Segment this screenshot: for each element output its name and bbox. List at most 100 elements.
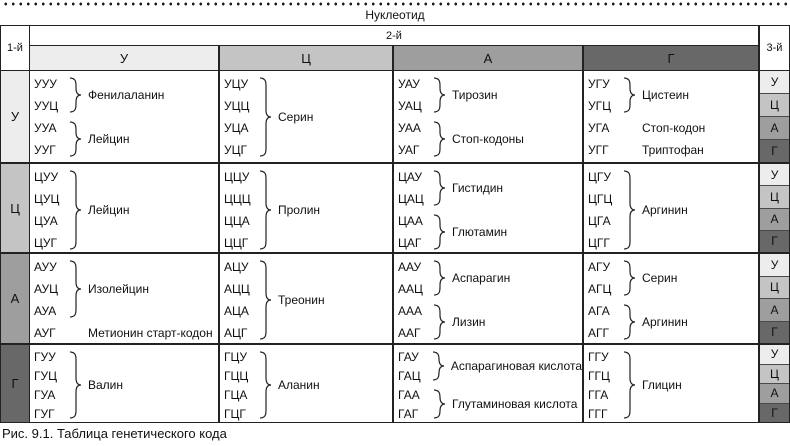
- brace-icon: [68, 256, 83, 322]
- codon-list: УГУ УГЦ: [588, 73, 622, 117]
- brace-icon: [622, 256, 637, 300]
- brace-icon: [432, 300, 447, 344]
- codon: АУЦ: [34, 282, 58, 296]
- codon-group: УГА Стоп-кодон: [588, 117, 758, 139]
- codon-cell-u-a: УАУ УАЦ Тирозин УАА УАГ Стоп-кодоны: [392, 71, 582, 162]
- codon: АГЦ: [588, 282, 612, 296]
- codon-cell-g-u: ГУУ ГУЦ ГУА ГУГ Валин: [30, 345, 218, 422]
- codon-list: ЦАУ ЦАЦ: [398, 166, 432, 210]
- header-col-g: Г: [582, 46, 758, 70]
- amino-acid-name: Цистеин: [642, 88, 689, 102]
- brace-icon: [432, 210, 447, 254]
- row-label-u: У: [1, 71, 30, 162]
- codon-group: АЦУ АЦЦ АЦА АЦГ Треонин: [224, 256, 392, 344]
- codon-cell-c-g: ЦГУ ЦГЦ ЦГА ЦГГ Аргинин: [582, 164, 758, 252]
- brace-icon: [68, 166, 83, 254]
- codon-group: АГУ АГЦ Серин: [588, 256, 758, 300]
- brace-icon: [622, 347, 637, 423]
- third-cell-u: У: [760, 164, 789, 186]
- codon-row-a: А АУУ АУЦ АУА Изолейцин АУГ Метионин старт-код…: [1, 252, 789, 343]
- amino-acid-name: Лейцин: [88, 132, 130, 146]
- codon: УГА: [588, 121, 610, 135]
- codon-list: ААА ААГ: [398, 300, 432, 344]
- third-cell-g: Г: [760, 320, 789, 343]
- codon: ААА: [398, 304, 423, 318]
- brace-icon: [68, 73, 83, 117]
- amino-acid-name: Серин: [278, 110, 314, 124]
- amino-acid-name: Лизин: [452, 315, 486, 329]
- codon: АЦУ: [224, 260, 249, 274]
- codon: ГУА: [34, 387, 56, 402]
- codon: УУГ: [34, 143, 56, 157]
- third-cell-c: Ц: [760, 363, 789, 383]
- amino-acid-name: Пролин: [278, 203, 321, 217]
- brace-icon: [622, 139, 637, 161]
- amino-acid-name: Глицин: [642, 378, 682, 392]
- codon: АЦА: [224, 304, 249, 318]
- header-col-c: Ц: [218, 46, 392, 70]
- codon-group: АУГ Метионин старт-кодон: [34, 322, 218, 344]
- amino-acid-name: Метионин старт-кодон: [88, 326, 213, 340]
- codon-group: ГАА ГАГ Глутаминовая кислота: [398, 385, 582, 423]
- third-cell-a: А: [760, 116, 789, 139]
- codon: ЦАУ: [398, 170, 422, 184]
- codon: ЦЦЦ: [224, 192, 251, 206]
- codon-list: УАА УАГ: [398, 117, 432, 161]
- brace-icon: [258, 347, 273, 423]
- amino-acid-name: Стоп-кодоны: [452, 132, 524, 146]
- codon-list: АЦУ АЦЦ АЦА АЦГ: [224, 256, 258, 344]
- brace-icon: [432, 385, 447, 423]
- codon: ААЦ: [398, 282, 423, 296]
- third-cell-c: Ц: [760, 275, 789, 298]
- amino-acid-name: Лейцин: [88, 203, 130, 217]
- codon: АЦЦ: [224, 282, 250, 296]
- third-cell-c: Ц: [760, 185, 789, 208]
- third-cell-u: У: [760, 71, 789, 93]
- codon-group: УГГ Триптофан: [588, 139, 758, 161]
- codon: ААГ: [398, 326, 421, 340]
- amino-acid-name: Валин: [88, 378, 124, 392]
- codon: УАЦ: [398, 99, 422, 113]
- codon: ЦГЦ: [588, 192, 613, 206]
- header-col-u: У: [30, 46, 218, 70]
- third-cell-g: Г: [760, 402, 789, 422]
- codon-list: АГУ АГЦ: [588, 256, 622, 300]
- codon: ГАГ: [398, 406, 419, 421]
- amino-acid-name: Аргинин: [642, 315, 688, 329]
- brace-icon: [432, 256, 447, 300]
- third-cell-u: У: [760, 254, 789, 276]
- codon: ГГА: [588, 387, 609, 402]
- codon-group: ЦГУ ЦГЦ ЦГА ЦГГ Аргинин: [588, 166, 758, 254]
- codon: АУА: [34, 304, 57, 318]
- codon-row-u: У УУУ УУЦ Фенилаланин УУА УУГ Лейцин УЦУ УЦЦ УЦА У…: [1, 71, 789, 162]
- codon-list: УГГ: [588, 139, 622, 161]
- header-second-group: 2-й У Ц А Г: [30, 26, 758, 70]
- codon-group: ААУ ААЦ Аспарагин: [398, 256, 582, 300]
- amino-acid-name: Глютамин: [452, 225, 508, 239]
- codon: УЦГ: [224, 143, 247, 157]
- codon: УГГ: [588, 143, 609, 157]
- codon-group: ЦАУ ЦАЦ Гистидин: [398, 166, 582, 210]
- third-cell-c: Ц: [760, 93, 789, 116]
- codon-cell-a-g: АГУ АГЦ Серин АГА АГГ Аргинин: [582, 254, 758, 343]
- brace-icon: [432, 117, 447, 161]
- amino-acid-name: Аргинин: [642, 203, 688, 217]
- codon: УАА: [398, 121, 421, 135]
- table-body: У УУУ УУЦ Фенилаланин УУА УУГ Лейцин УЦУ УЦЦ УЦА У…: [1, 71, 789, 422]
- codon: ЦГА: [588, 214, 611, 228]
- codon-group: ЦЦУ ЦЦЦ ЦЦА ЦЦГ Пролин: [224, 166, 392, 254]
- codon: ГЦГ: [224, 406, 246, 421]
- brace-icon: [68, 322, 83, 344]
- codon-group: ЦАА ЦАГ Глютамин: [398, 210, 582, 254]
- codon: ГЦА: [224, 387, 248, 402]
- codon: ГГЦ: [588, 368, 610, 383]
- codon-list: ГЦУ ГЦЦ ГЦА ГЦГ: [224, 347, 258, 423]
- table-header: 1-й 2-й У Ц А Г 3-й: [1, 26, 789, 71]
- codon: ГУГ: [34, 406, 55, 421]
- amino-acid-name: Треонин: [278, 293, 325, 307]
- brace-icon: [432, 73, 447, 117]
- codon-list: УУУ УУЦ: [34, 73, 68, 117]
- header-first-nucleotide: 1-й: [1, 26, 30, 70]
